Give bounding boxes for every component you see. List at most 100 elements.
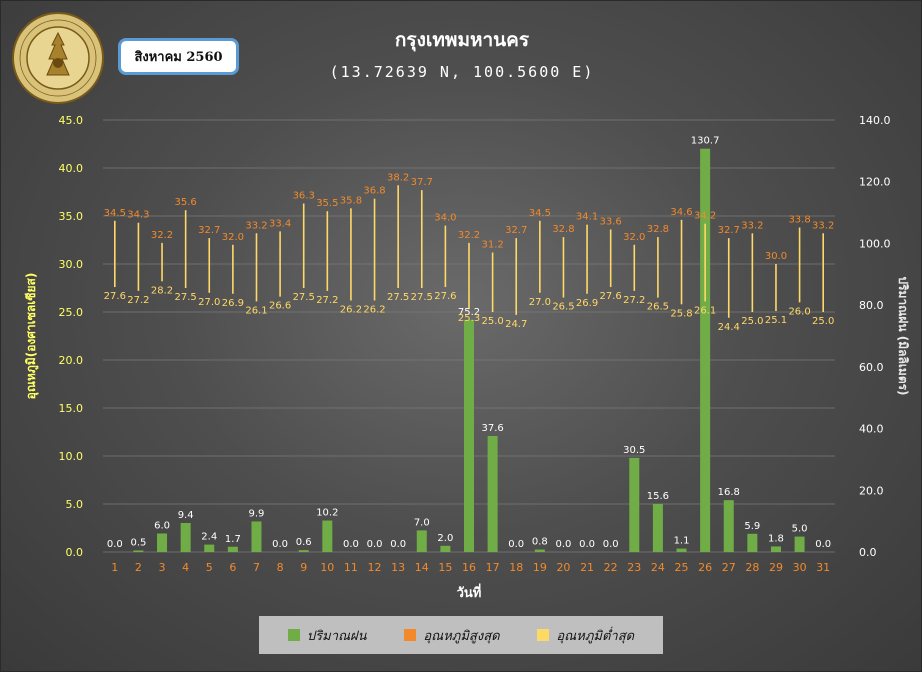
tmax-value-label: 38.2 (387, 172, 409, 183)
tmin-value-label: 25.0 (741, 316, 763, 327)
x-tick-label: 15 (438, 561, 452, 574)
tmin-value-label: 26.9 (576, 298, 598, 309)
rain-bar (747, 533, 758, 552)
tmax-value-label: 34.2 (694, 211, 716, 222)
chart-title: กรุงเทพมหานคร (394, 29, 530, 51)
tmin-value-label: 25.0 (481, 316, 503, 327)
legend-item-rain: ปริมาณฝน (287, 625, 367, 646)
legend-swatch-tmin (537, 629, 550, 641)
rain-bar (534, 549, 545, 552)
rain-bar (770, 546, 781, 552)
rain-value-label: 30.5 (623, 445, 645, 456)
tmin-value-label: 27.0 (198, 297, 220, 308)
tmin-value-label: 27.2 (127, 295, 149, 306)
tmin-value-label: 26.0 (788, 306, 810, 317)
tmin-value-label: 27.5 (387, 292, 409, 303)
x-tick-label: 24 (651, 561, 665, 574)
rain-value-label: 1.1 (674, 536, 690, 547)
x-tick-label: 7 (253, 561, 260, 574)
x-tick-label: 27 (722, 561, 736, 574)
x-tick-label: 28 (745, 561, 759, 574)
x-tick-label: 6 (229, 561, 236, 574)
legend-item-tmax: อุณหภูมิสูงสุด (404, 625, 500, 646)
tmax-value-label: 33.4 (269, 218, 291, 229)
rain-value-label: 1.7 (225, 534, 241, 545)
rain-value-label: 0.0 (343, 539, 359, 550)
tmax-value-label: 34.1 (576, 212, 598, 223)
tmin-value-label: 26.9 (222, 298, 244, 309)
tmin-value-label: 27.6 (104, 291, 126, 302)
rain-value-label: 0.6 (296, 537, 312, 548)
tmax-value-label: 33.8 (788, 215, 810, 226)
rain-value-label: 0.0 (367, 539, 383, 550)
tmin-value-label: 26.6 (269, 301, 291, 312)
y-right-axis-title: ปริมาณฝน (มิลลิเมตร) (896, 276, 910, 395)
tmax-value-label: 32.7 (198, 225, 220, 236)
rain-value-label: 0.0 (815, 539, 831, 550)
x-tick-label: 22 (604, 561, 618, 574)
month-label: สิงหาคม 2560 (118, 38, 239, 75)
rain-value-label: 0.0 (390, 539, 406, 550)
x-tick-label: 20 (556, 561, 570, 574)
x-tick-label: 29 (769, 561, 783, 574)
rain-value-label: 75.2 (458, 307, 480, 318)
tmin-value-label: 24.4 (718, 322, 740, 333)
x-tick-label: 12 (368, 561, 382, 574)
tmax-value-label: 32.8 (552, 224, 574, 235)
tmax-value-label: 32.2 (151, 230, 173, 241)
rain-bar (322, 520, 333, 552)
y-left-tick-label: 15.0 (59, 402, 84, 415)
tmin-value-label: 27.6 (434, 291, 456, 302)
rain-value-label: 0.0 (603, 539, 619, 550)
rain-bar (652, 503, 663, 552)
tmin-value-label: 27.6 (600, 291, 622, 302)
rain-bar (487, 435, 498, 552)
x-tick-label: 19 (533, 561, 547, 574)
y-right-tick-label: 40.0 (859, 423, 884, 436)
y-right-tick-label: 80.0 (859, 299, 884, 312)
rain-value-label: 6.0 (154, 520, 170, 531)
x-axis-title: วันที่ (457, 583, 482, 601)
legend-swatch-tmax (404, 629, 417, 641)
rain-value-label: 130.7 (691, 136, 720, 147)
rain-value-label: 0.5 (130, 537, 146, 548)
rain-bar (700, 148, 711, 552)
tmax-value-label: 34.6 (670, 207, 692, 218)
chart-subtitle: (13.72639 N, 100.5600 E) (329, 63, 595, 81)
tmax-value-label: 32.7 (505, 225, 527, 236)
tmax-value-label: 33.2 (812, 220, 834, 231)
x-tick-label: 13 (391, 561, 405, 574)
x-tick-label: 10 (320, 561, 334, 574)
tmax-value-label: 33.2 (245, 220, 267, 231)
y-right-tick-label: 140.0 (859, 114, 891, 127)
tmin-value-label: 27.5 (175, 292, 197, 303)
tmin-value-label: 27.5 (411, 292, 433, 303)
x-tick-label: 8 (277, 561, 284, 574)
y-right-tick-label: 60.0 (859, 361, 884, 374)
tmin-value-label: 28.2 (151, 285, 173, 296)
tmax-value-label: 33.6 (600, 216, 622, 227)
rain-bar (464, 319, 474, 552)
rain-value-label: 0.0 (508, 539, 524, 550)
rain-bar (227, 546, 238, 552)
tmax-value-label: 36.3 (293, 191, 315, 202)
rain-bar (723, 500, 734, 552)
tmax-value-label: 34.5 (104, 208, 126, 219)
rain-bar (676, 548, 687, 552)
tmin-value-label: 27.5 (293, 292, 315, 303)
tmax-value-label: 32.8 (647, 224, 669, 235)
x-tick-label: 30 (793, 561, 807, 574)
tmax-value-label: 34.5 (529, 208, 551, 219)
tmin-value-label: 24.7 (505, 319, 527, 330)
rain-value-label: 9.4 (178, 510, 194, 521)
legend-label-tmax: อุณหภูมิสูงสุด (423, 628, 500, 644)
x-tick-label: 5 (206, 561, 213, 574)
x-tick-label: 21 (580, 561, 594, 574)
rain-value-label: 5.9 (744, 521, 760, 532)
rain-value-label: 2.0 (437, 533, 453, 544)
tmax-value-label: 34.0 (434, 213, 456, 224)
y-left-tick-label: 40.0 (59, 162, 84, 175)
tmax-value-label: 33.2 (741, 220, 763, 231)
legend-item-tmin: อุณหภูมิต่ำสุด (537, 625, 634, 646)
